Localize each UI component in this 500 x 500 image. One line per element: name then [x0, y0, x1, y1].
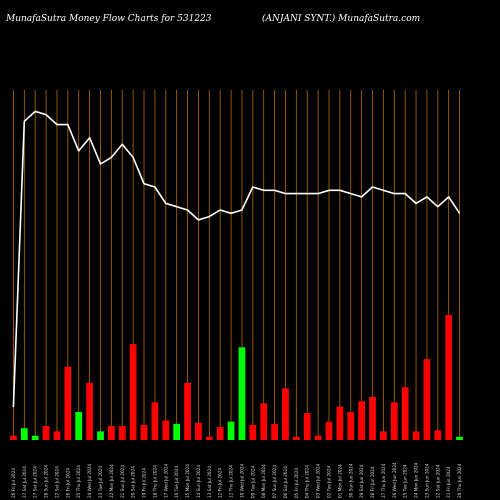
- x-tick-label: 28 Sun Jul 2024: [44, 465, 49, 498]
- x-tick-label: 09 Tue Jul 2024: [250, 465, 255, 498]
- bar: [216, 427, 224, 440]
- bar: [184, 382, 191, 440]
- x-tick-label: 27 Sat Jul 2024: [33, 466, 38, 498]
- x-tick-label: 12 Fri Jul 2024: [218, 468, 223, 498]
- x-tick-label: 19 Fri Jul 2024: [142, 468, 147, 498]
- x-tick-label: 26 Fri Jul 2024: [11, 468, 16, 498]
- bar: [53, 431, 61, 440]
- bar: [303, 413, 311, 440]
- x-tick-label: 03 Wed Jul 2024: [316, 464, 321, 498]
- bar: [75, 411, 83, 440]
- x-tick-label: 24 Wed Jul 2024: [87, 464, 92, 498]
- bar: [456, 436, 463, 440]
- x-tick-label: 18 Thu Jul 2024: [152, 465, 157, 498]
- x-tick-label: 20 Sat Jul 2024: [131, 466, 136, 498]
- x-tick-label: 25 Thu Jul 2024: [76, 465, 81, 498]
- x-tick-label: 24 Mon Jun 2024: [414, 462, 419, 498]
- x-tick-label: 29 Sat Jun 2024: [359, 464, 364, 498]
- bar: [390, 402, 398, 440]
- bar: [369, 396, 376, 440]
- bar: [314, 435, 322, 440]
- x-tick-label: 13 Sat Jul 2024: [207, 466, 212, 498]
- bar: [86, 382, 93, 440]
- bar: [282, 388, 289, 440]
- bar: [205, 436, 213, 440]
- bar: [227, 421, 235, 440]
- x-tick-label: 10 Wed Jul 2024: [239, 464, 244, 498]
- x-tick-label: 26 Fri Jul 2024: [65, 468, 70, 498]
- x-tick-label: 21 Fri Jun 2024: [446, 466, 451, 498]
- bar: [412, 431, 420, 440]
- x-tick-label: 27 Sat Jul 2024: [54, 466, 59, 498]
- bar: [423, 359, 431, 440]
- bar: [162, 420, 170, 440]
- x-tick-labels: 26 Fri Jul 2024 27 Sat Jul 2024 27 Sat Jul…: [11, 462, 462, 498]
- x-tick-label: 27 Sat Jul 2024: [22, 466, 27, 498]
- money-flow-line: [12, 110, 461, 408]
- bar: [64, 366, 72, 440]
- bar: [434, 430, 442, 440]
- x-tick-label: 22 Sat Jun 2024: [435, 464, 440, 498]
- x-tick-label: 30 Sun Jun 2024: [348, 463, 353, 498]
- x-tick-label: 16 Tue Jul 2024: [174, 465, 179, 498]
- bar: [195, 422, 202, 440]
- x-tick-label: 04 Thu Jul 2024: [305, 465, 310, 498]
- chart-subtitle: (ANJANI SYNT.) MunafaSutra.com: [262, 14, 421, 24]
- bar: [42, 425, 50, 440]
- bar: [140, 424, 148, 440]
- x-tick-label: 06 Sat Jul 2024: [283, 466, 288, 498]
- chart-title: MunafaSutra Money Flow Charts for 531223: [6, 14, 212, 24]
- x-tick-label: 15 Mon Jul 2024: [185, 464, 190, 498]
- bar: [336, 406, 344, 440]
- bar: [260, 403, 268, 440]
- x-tick-label: 27 Thu Jun 2024: [381, 463, 386, 498]
- bar: [325, 421, 333, 440]
- x-tick-label: 21 Sun Jul 2024: [120, 465, 125, 498]
- x-tick-label: 23 Tue Jul 2024: [98, 465, 103, 498]
- bar: [118, 425, 126, 440]
- x-tick-label: 28 Fri Jun 2024: [370, 466, 375, 498]
- x-tick-label: 14 Sun Jul 2024: [196, 465, 201, 498]
- x-tick-label: 22 Mon Jul 2024: [109, 464, 114, 498]
- x-tick-label: 11 Thu Jul 2024: [229, 465, 234, 498]
- bar: [271, 423, 278, 440]
- bar: [401, 387, 409, 440]
- bar: [20, 428, 28, 440]
- x-tick-label: 17 Wed Jul 2024: [163, 464, 168, 498]
- bar: [10, 435, 17, 440]
- bar: [173, 423, 181, 440]
- bar-series: [10, 315, 463, 440]
- bar: [347, 411, 355, 440]
- x-tick-label: 02 Tue Jul 2024: [326, 465, 331, 498]
- bar: [129, 344, 137, 440]
- grid-lines: [13, 90, 460, 440]
- x-tick-label: 01 Mon Jul 2024: [337, 464, 342, 498]
- x-tick-label: 08 Mon Jul 2024: [261, 464, 266, 498]
- x-tick-label: 26 Wed Jun 2024: [392, 462, 397, 498]
- bar: [358, 401, 366, 440]
- x-tick-label: 07 Sun Jul 2024: [272, 465, 277, 498]
- x-tick-label: 23 Sun Jun 2024: [424, 463, 429, 498]
- x-tick-label: 25 Tue Jun 2024: [403, 464, 408, 498]
- bar: [151, 402, 159, 440]
- x-tick-label: 05 Fri Jul 2024: [294, 468, 299, 498]
- bar: [380, 431, 387, 440]
- bar: [445, 315, 453, 440]
- bar: [31, 435, 39, 440]
- bar: [238, 347, 246, 440]
- bar: [97, 431, 104, 440]
- bar: [292, 436, 300, 440]
- bar: [107, 425, 115, 440]
- line-series: [12, 110, 461, 408]
- x-tick-label: 20 Thu Jun 2024: [457, 463, 462, 498]
- bar: [249, 424, 257, 440]
